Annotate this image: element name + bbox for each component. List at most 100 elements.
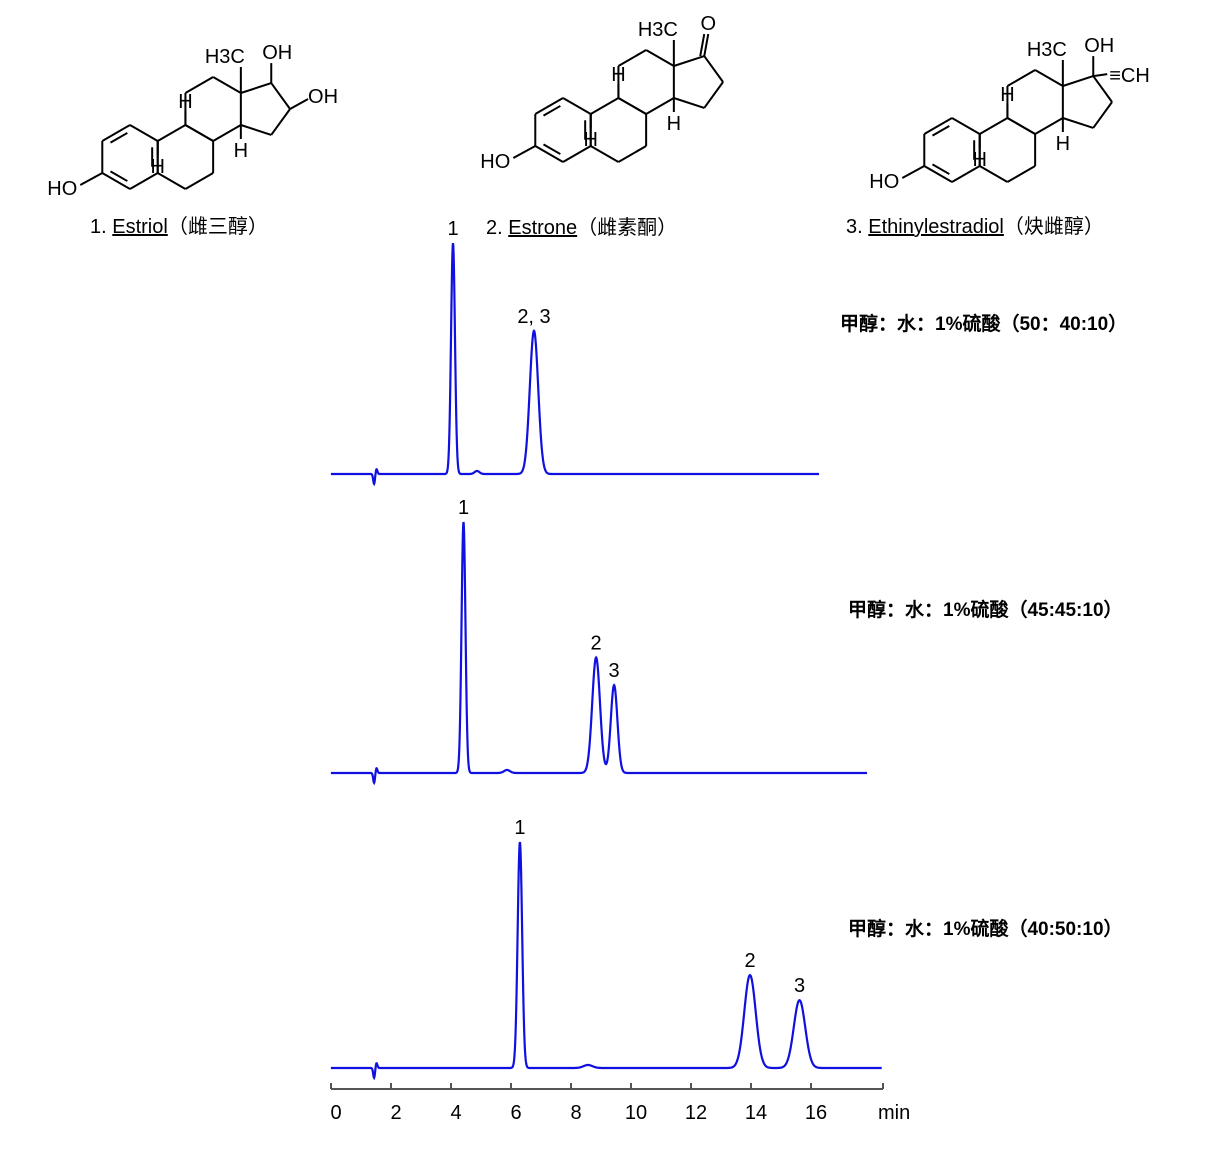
aromatic-bond xyxy=(542,105,561,117)
ring-bond xyxy=(673,55,705,67)
peak-label: 2 xyxy=(744,950,755,972)
ring-bond xyxy=(1062,117,1094,129)
chromatogram-trace-2 xyxy=(330,521,867,786)
caption-ethinylestradiol: 3. Ethinylestradiol（炔雌醇） xyxy=(846,215,1104,238)
ethynyl-hash xyxy=(1093,73,1108,78)
hydroxyl-bond xyxy=(512,145,536,159)
condition-label-1: 甲醇：水：1%硫酸（50：40:10） xyxy=(840,312,1127,335)
peak-label: 1 xyxy=(458,497,469,519)
ring-bond xyxy=(673,97,705,109)
aromatic-bond xyxy=(542,143,561,155)
ring-bond xyxy=(212,76,242,94)
hydrogen-label: H xyxy=(150,156,164,178)
aromatic-bond xyxy=(931,163,950,175)
ring-bond xyxy=(617,49,647,67)
hydroxyl-label: OH xyxy=(308,86,338,108)
ring-bond xyxy=(184,172,214,190)
ring-bond xyxy=(270,82,291,110)
hydroxyl-label: HO xyxy=(480,151,510,173)
ring-bond xyxy=(101,172,131,190)
ring-bond xyxy=(951,117,981,135)
ring-bond xyxy=(979,117,1008,135)
ring-bond xyxy=(101,124,131,142)
x-tick-label: 6 xyxy=(510,1102,521,1124)
x-tick-label: 8 xyxy=(570,1102,581,1124)
ring-bond xyxy=(1062,75,1094,87)
ring-bond xyxy=(184,124,214,142)
keto-bond xyxy=(699,33,706,57)
x-tick-label: 12 xyxy=(685,1102,707,1124)
ring-bond xyxy=(1006,117,1036,135)
hydrogen-label: H xyxy=(611,64,625,86)
condition-label-3: 甲醇：水：1%硫酸（40:50:10） xyxy=(848,917,1123,940)
ring-bond xyxy=(240,124,272,136)
keto-label: O xyxy=(700,13,716,35)
hydrogen-label: H xyxy=(178,91,192,113)
hydroxyl-label: HO xyxy=(47,178,77,200)
ring-bond xyxy=(590,97,619,115)
ring-bond xyxy=(979,165,1008,183)
chromatogram-trace-1 xyxy=(330,242,819,487)
ring-bond xyxy=(534,145,564,163)
ring-bond xyxy=(129,172,159,190)
hydroxyl-label: HO xyxy=(869,171,899,193)
ring-bond xyxy=(645,49,675,67)
hydrogen-label: H xyxy=(667,113,681,135)
x-tick-label: 16 xyxy=(805,1102,827,1124)
ring-bond xyxy=(645,97,675,115)
ring-bond xyxy=(562,97,592,115)
peak-label: 3 xyxy=(609,660,620,682)
x-tick-label: 14 xyxy=(745,1102,767,1124)
caption-estrone: 2. Estrone（雌素酮） xyxy=(486,216,677,239)
hydroxyl-hash xyxy=(289,98,309,110)
aromatic-bond xyxy=(931,125,950,137)
structure-ethinylestradiol: HO H3C H H H OH ≡CH xyxy=(869,35,1150,193)
ring-bond xyxy=(1034,117,1064,135)
ring-bond xyxy=(157,172,186,190)
aromatic-bond xyxy=(109,170,128,182)
peak-label: 1 xyxy=(447,218,458,240)
ring-bond xyxy=(703,81,724,109)
ring-bond xyxy=(951,165,981,183)
ring-bond xyxy=(129,124,159,142)
ring-bond xyxy=(212,124,242,142)
ring-bond xyxy=(617,145,647,163)
x-tick-label: 10 xyxy=(625,1102,647,1124)
x-tick-label: 4 xyxy=(450,1102,461,1124)
caption-estriol: 1. Estriol（雌三醇） xyxy=(90,215,268,238)
ring-bond xyxy=(184,76,214,94)
x-axis: 0 2 4 6 8 10 12 14 16 xyxy=(330,1083,884,1124)
ring-bond xyxy=(1092,75,1113,103)
ring-bond xyxy=(1006,69,1036,87)
methyl-label: H3C xyxy=(205,46,245,68)
hydrogen-label: H xyxy=(234,140,248,162)
hydrogen-label: H xyxy=(1000,84,1014,106)
ring-bond xyxy=(270,108,291,136)
structure-estriol: HO H3C H H H OH OH xyxy=(47,42,338,200)
keto-bond xyxy=(703,33,710,57)
x-axis-unit: min xyxy=(878,1102,910,1124)
ring-bond xyxy=(703,55,724,83)
aromatic-bond xyxy=(109,132,128,144)
peak-label: 3 xyxy=(794,975,805,997)
peak-label: 2 xyxy=(591,633,602,655)
condition-label-2: 甲醇：水：1%硫酸（45:45:10） xyxy=(848,598,1123,621)
hydroxyl-bond xyxy=(79,172,103,186)
ethynyl-label: ≡CH xyxy=(1109,65,1150,87)
ring-bond xyxy=(590,145,619,163)
ring-bond xyxy=(1034,69,1064,87)
hydrogen-label: H xyxy=(972,149,986,171)
x-tick-label: 2 xyxy=(390,1102,401,1124)
ring-bond xyxy=(240,82,272,94)
ring-bond xyxy=(617,97,647,115)
hydroxyl-bond xyxy=(901,165,925,179)
ring-bond xyxy=(562,145,592,163)
chromatogram-trace-3 xyxy=(330,841,882,1081)
ring-bond xyxy=(923,117,953,135)
ring-bond xyxy=(923,165,953,183)
hydrogen-label: H xyxy=(583,129,597,151)
hydrogen-label: H xyxy=(1056,133,1070,155)
